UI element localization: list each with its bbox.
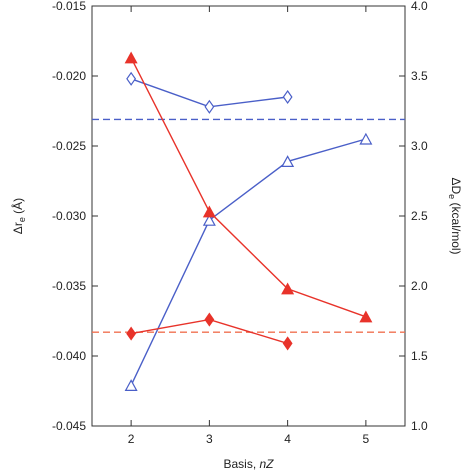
series-line <box>130 57 367 318</box>
data-point <box>282 89 293 105</box>
series-line <box>130 138 367 386</box>
axis-ticks: 2 3 4 5 -0.045 -0.040 -0.035 -0.030 -0.025 -0.020… <box>52 0 428 446</box>
y-right-tick-label: 2.5 <box>411 209 428 223</box>
series-layer <box>124 51 373 391</box>
y-left-tick-label: -0.030 <box>52 209 86 223</box>
y-right-tick-label: 1.5 <box>411 349 428 363</box>
data-point <box>124 379 138 391</box>
y-left-tick-label: -0.040 <box>52 349 86 363</box>
y-right-tick-label: 3.0 <box>411 139 428 153</box>
x-tick-label: 3 <box>206 432 213 446</box>
data-point <box>359 310 373 323</box>
data-point <box>281 282 295 295</box>
data-point <box>126 71 137 86</box>
y-left-tick-label: -0.025 <box>52 139 86 153</box>
data-point <box>124 51 138 64</box>
y-left-tick-label: -0.020 <box>52 69 86 83</box>
data-point <box>281 155 295 167</box>
x-tick-label: 4 <box>284 432 291 446</box>
reference-lines <box>92 118 405 333</box>
data-point <box>204 99 215 114</box>
data-point <box>202 213 216 226</box>
x-tick-label: 2 <box>128 432 135 446</box>
x-tick-label: 5 <box>363 432 370 446</box>
data-point <box>202 205 216 218</box>
y-right-tick-label: 3.5 <box>411 69 428 83</box>
data-point <box>359 132 373 145</box>
y-left-tick-label: -0.035 <box>52 279 86 293</box>
y-right-tick-label: 2.0 <box>411 279 428 293</box>
data-point <box>282 336 293 351</box>
data-point <box>126 326 137 341</box>
plot-frame <box>91 5 406 427</box>
y-right-tick-label: 4.0 <box>411 0 428 13</box>
y-left-tick-label: -0.045 <box>52 419 86 433</box>
y-right-axis-label: ΔDe (kcal/mol) <box>447 177 463 254</box>
x-axis-label: Basis, nZ <box>223 457 274 471</box>
y-left-tick-label: -0.015 <box>52 0 86 13</box>
y-right-tick-label: 1.0 <box>411 419 428 433</box>
data-point <box>204 312 215 327</box>
y-left-axis-label: Δre (Å) <box>10 198 27 234</box>
